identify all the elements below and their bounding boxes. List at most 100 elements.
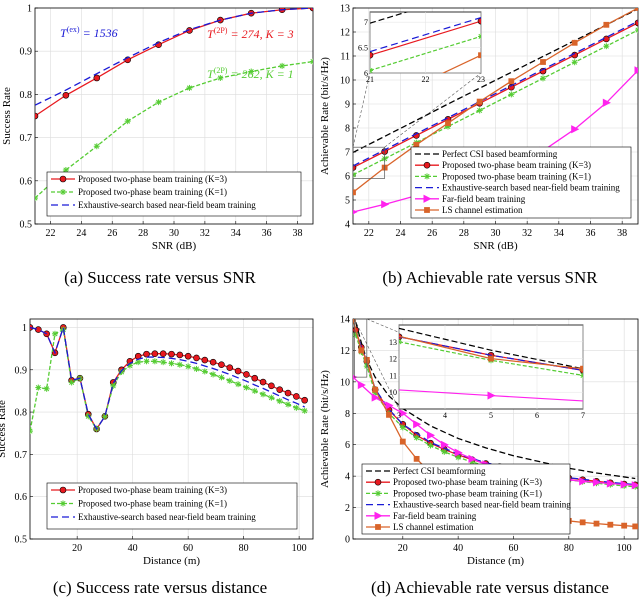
y-tick-label: 6 [345, 440, 350, 451]
star-marker-d2 [540, 75, 546, 81]
star-marker-d2 [279, 63, 285, 69]
data-point [579, 519, 586, 526]
data-point [606, 479, 615, 488]
data-point [508, 91, 515, 98]
data-point [185, 363, 192, 370]
legend-box [361, 463, 571, 535]
inset-b: 21 22 23 6 6.5 7 [352, 11, 485, 179]
data-point [30, 428, 33, 435]
x-tick-label: 40 [453, 543, 463, 554]
data-point [607, 521, 614, 528]
y-tick-label: 0.9 [15, 365, 28, 376]
data-point [68, 379, 75, 386]
x-tick-label: 20 [398, 543, 408, 554]
y-tick-label: 11 [340, 52, 350, 63]
legend-marker [424, 173, 430, 180]
caption-b: (b) Achievable rate versus SNR [382, 268, 598, 287]
y-tick-label: 4 [345, 220, 350, 231]
data-point [372, 386, 379, 393]
star-marker-d2 [185, 363, 191, 369]
y-tick-label: 0.6 [15, 492, 28, 503]
data-point [51, 330, 58, 337]
y-tick-label: 0.5 [20, 220, 33, 231]
star-marker-d2 [469, 459, 475, 465]
data-point [455, 454, 462, 461]
data-point [268, 382, 275, 390]
data-point [441, 448, 448, 455]
star-marker-d2 [635, 29, 638, 33]
data-point [301, 407, 308, 414]
series-line-d-0 [355, 321, 636, 480]
inset-series-markers [487, 391, 496, 400]
inset-data-point [488, 355, 494, 362]
star-marker-d2 [235, 381, 241, 387]
data-point [358, 347, 365, 354]
star-marker-d2 [302, 408, 308, 414]
inset-data-point [478, 130, 485, 137]
star-marker-d2 [414, 435, 420, 441]
star-marker-d2 [227, 378, 233, 384]
series-line-a-1 [35, 60, 313, 199]
data-point [176, 361, 183, 368]
data-point [634, 66, 638, 75]
annotation-value: = 274, K = 3 [227, 27, 293, 41]
x-tick-label: 34 [231, 228, 241, 239]
data-point [309, 8, 313, 12]
data-point [35, 326, 42, 333]
x-tick-label: 34 [554, 228, 564, 239]
y-tick-label: 12 [340, 346, 350, 357]
x-tick-label: 24 [76, 228, 86, 239]
data-point [602, 98, 611, 107]
legend-marker [375, 490, 381, 497]
series-markers-a-1 [35, 58, 313, 202]
series-line-b-3 [353, 20, 638, 167]
x-tick-label: 36 [262, 228, 272, 239]
data-point [235, 381, 242, 388]
star-marker-d2 [60, 500, 66, 507]
legend-label: Far-field beam training [393, 511, 477, 521]
star-marker-d2 [293, 405, 299, 411]
star-marker-d2 [441, 449, 447, 455]
star-marker-d2 [152, 358, 158, 364]
x-tick-label: 20 [72, 543, 82, 554]
series-line-b-2 [353, 29, 638, 176]
data-point [445, 120, 451, 127]
y-tick-label: 8 [345, 409, 350, 420]
inset-x-tick-label: 23 [477, 75, 485, 84]
star-marker-d2 [210, 371, 216, 377]
data-point [193, 354, 200, 362]
star-marker-d2 [177, 362, 183, 368]
data-point [284, 389, 292, 397]
legend-label: Proposed two-phase beam training (K=3) [442, 160, 591, 170]
star-marker-d2 [277, 398, 283, 404]
x-tick-label: 32 [522, 228, 532, 239]
series-line-a-0 [35, 8, 313, 117]
x-tick-label: 100 [292, 543, 307, 554]
data-point [293, 393, 300, 400]
series-line-b-5 [353, 8, 638, 193]
star-marker-d1 [580, 372, 583, 377]
inset-data-point [487, 391, 496, 400]
data-point [176, 351, 184, 359]
x-tick-label: 60 [508, 543, 518, 554]
data-point [201, 356, 209, 364]
data-point [571, 125, 580, 134]
data-point [571, 59, 578, 66]
y-tick-label: 1 [27, 4, 32, 15]
x-tick-label: 38 [617, 228, 627, 239]
y-tick-label: 0.7 [20, 133, 33, 144]
star-marker-d2 [370, 67, 373, 72]
data-point [243, 371, 250, 378]
zoom-connector [354, 318, 400, 410]
data-point [35, 195, 38, 202]
data-point [110, 382, 117, 389]
y-tick-label: 0 [345, 535, 350, 546]
inset-x-tick-label: 4 [443, 411, 447, 420]
star-marker-d2 [168, 360, 175, 366]
star-marker-d2 [125, 118, 131, 124]
caption-c: (c) Success rate versus distance [53, 578, 267, 597]
legend-marker [59, 486, 67, 494]
star-marker-d2 [85, 413, 91, 419]
